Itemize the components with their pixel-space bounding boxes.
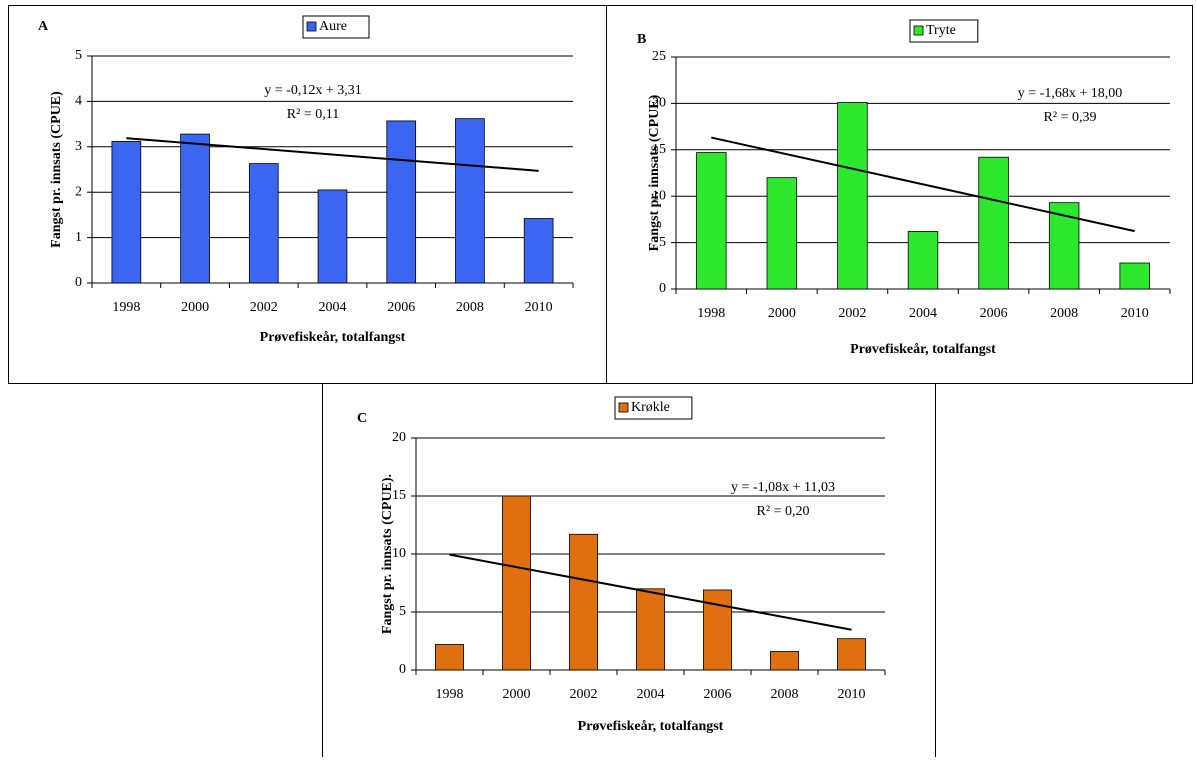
x-tick-label: 2006: [980, 306, 1008, 321]
legend-swatch: [913, 25, 924, 36]
x-tick-label: 2006: [704, 687, 732, 702]
legend: Krøkle: [614, 396, 693, 420]
legend-box: [614, 396, 693, 420]
trend-r2: R² = 0,11: [287, 107, 339, 122]
y-tick-label: 3: [75, 139, 82, 154]
bar: [766, 177, 798, 290]
panel-letter: C: [357, 411, 367, 426]
y-tick-label: 5: [659, 235, 666, 250]
x-tick-label: 2004: [319, 300, 347, 315]
legend-label: Aure: [319, 19, 347, 34]
y-tick-label: 10: [392, 546, 406, 561]
panel-letter: B: [637, 32, 646, 47]
legend-box: [302, 15, 370, 39]
y-tick-label: 0: [659, 281, 666, 296]
x-tick-label: 2002: [838, 306, 866, 321]
legend-label: Krøkle: [631, 400, 670, 415]
x-tick-label: 2008: [456, 300, 484, 315]
bar: [569, 533, 598, 671]
y-tick-label: 4: [75, 94, 82, 109]
bar: [455, 118, 485, 284]
y-tick-label: 20: [652, 96, 666, 111]
trend-r2: R² = 0,20: [757, 504, 810, 519]
bar: [770, 651, 799, 671]
x-tick-label: 2000: [181, 300, 209, 315]
x-tick-label: 2008: [1050, 306, 1078, 321]
y-tick-label: 20: [392, 430, 406, 445]
y-tick-label: 0: [399, 662, 406, 677]
y-tick-label: 15: [392, 488, 406, 503]
y-tick-label: 5: [75, 48, 82, 63]
trend-equation: y = -0,12x + 3,31: [264, 83, 361, 98]
bar: [523, 218, 554, 284]
x-tick-label: 2004: [637, 687, 665, 702]
bar: [180, 133, 210, 284]
bar: [696, 152, 727, 290]
panel-letter: A: [38, 19, 49, 34]
x-tick-label: 2008: [771, 687, 799, 702]
y-tick-label: 0: [75, 275, 82, 290]
bar: [837, 102, 868, 290]
y-axis-label: Fangst pr. innsats (CPUE).: [380, 474, 395, 634]
bar: [907, 231, 939, 290]
x-tick-label: 2010: [1121, 306, 1149, 321]
y-tick-label: 1: [75, 230, 82, 245]
x-tick-label: 2000: [503, 687, 531, 702]
bar: [248, 163, 279, 284]
x-tick-label: 2002: [250, 300, 278, 315]
x-axis-label: Prøvefiskeår, totalfangst: [850, 342, 996, 357]
x-axis-label: Prøvefiskeår, totalfangst: [260, 330, 406, 345]
y-axis-label: Fangst pr. innsats (CPUE): [49, 91, 64, 248]
x-tick-label: 2010: [838, 687, 866, 702]
panel-frame: [8, 5, 607, 384]
y-tick-label: 10: [652, 188, 666, 203]
y-tick-label: 5: [399, 604, 406, 619]
bar: [502, 495, 531, 671]
x-axis-label: Prøvefiskeår, totalfangst: [578, 719, 724, 734]
x-tick-label: 2002: [570, 687, 598, 702]
bar: [978, 156, 1009, 290]
legend-label: Tryte: [926, 23, 956, 38]
y-axis-label: Fangst pr. innsats (CPUE): [647, 94, 662, 251]
legend-swatch: [618, 402, 629, 413]
x-tick-label: 1998: [112, 300, 140, 315]
panel-frame: [606, 5, 1193, 384]
bar: [636, 588, 665, 671]
x-tick-label: 2004: [909, 306, 937, 321]
legend: Tryte: [909, 19, 979, 43]
x-tick-label: 2000: [768, 306, 796, 321]
trend-line: [711, 136, 1135, 233]
trend-line: [449, 553, 852, 631]
y-tick-label: 15: [652, 142, 666, 157]
trend-equation: y = -1,68x + 18,00: [1018, 86, 1122, 101]
legend-box: [909, 19, 979, 43]
x-tick-label: 1998: [436, 687, 464, 702]
x-tick-label: 1998: [697, 306, 725, 321]
bar: [1119, 262, 1150, 290]
legend-swatch: [306, 21, 317, 32]
trend-line: [126, 137, 539, 172]
x-tick-label: 2010: [525, 300, 553, 315]
trend-r2: R² = 0,39: [1044, 110, 1097, 125]
bar: [111, 140, 142, 284]
y-tick-label: 25: [652, 49, 666, 64]
x-tick-label: 2006: [387, 300, 415, 315]
legend: Aure: [302, 15, 370, 39]
bar: [386, 120, 417, 284]
bar: [837, 638, 866, 671]
y-tick-label: 2: [75, 184, 82, 199]
bar: [435, 644, 464, 671]
trend-equation: y = -1,08x + 11,03: [731, 480, 835, 495]
bar: [317, 189, 348, 284]
